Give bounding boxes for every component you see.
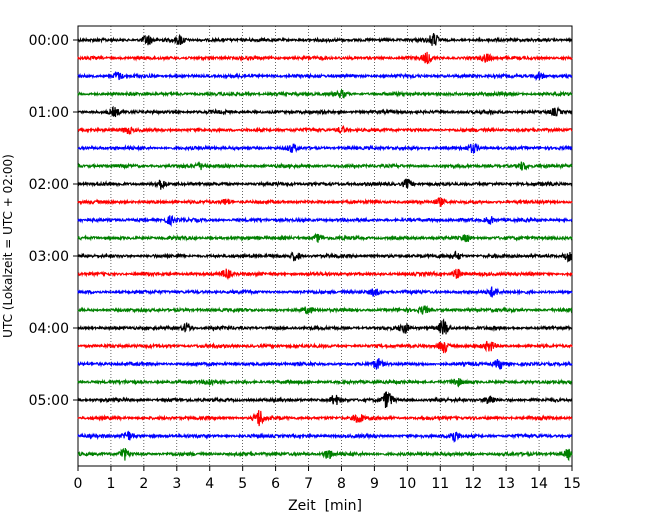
trace-0500 [77,391,573,408]
trace-0045 [77,88,573,99]
trace-0415 [77,340,573,354]
trace-0230 [77,214,573,228]
x-tick-label: 0 [74,476,83,492]
y-tick-label: 03:00 [29,249,69,265]
trace-0015 [77,51,573,65]
trace-0445 [77,377,573,388]
trace-0430 [77,358,573,371]
trace-0030 [77,70,573,82]
x-tick-label: 14 [530,476,548,492]
trace-0215 [77,197,573,208]
y-tick-label: 04:00 [29,321,69,337]
y-tick-label: 05:00 [29,393,69,409]
trace-0330 [77,286,573,298]
trace-0000 [77,32,573,46]
x-axis-ticks: 0 1 2 3 4 5 6 7 8 9 10 11 12 13 14 15 [74,466,581,492]
x-tick-label: 10 [398,476,416,492]
x-tick-label: 2 [139,476,148,492]
x-tick-label: 11 [431,476,449,492]
y-axis-ticks: 00:00 01:00 02:00 03:00 04:00 05:00 [29,33,78,409]
x-tick-label: 13 [497,476,515,492]
trace-0400 [77,318,573,335]
x-axis-label: Zeit [min] [288,498,362,514]
vertical-gridlines [110,26,540,466]
trace-0245 [77,232,573,243]
trace-0130 [77,143,573,155]
y-tick-label: 01:00 [29,105,69,121]
y-tick-label: 00:00 [29,33,69,49]
x-tick-label: 5 [238,476,247,492]
x-tick-label: 15 [563,476,581,492]
x-tick-label: 6 [271,476,280,492]
trace-0345 [77,305,573,315]
trace-0100 [77,105,573,118]
x-tick-label: 8 [337,476,346,492]
trace-0515 [77,410,573,427]
y-axis-label: UTC (Lokalzeit = UTC + 02:00) [1,154,15,338]
x-tick-label: 3 [172,476,181,492]
trace-0545 [77,447,573,462]
trace-0115 [77,124,573,136]
y-tick-label: 02:00 [29,177,69,193]
trace-0315 [77,268,573,281]
trace-0200 [77,178,573,190]
x-tick-label: 1 [106,476,115,492]
trace-0300 [77,250,573,263]
trace-0530 [77,430,573,443]
x-tick-label: 9 [370,476,379,492]
trace-0145 [77,161,573,171]
seismogram-traces [77,32,573,462]
x-tick-label: 7 [304,476,313,492]
x-tick-label: 4 [205,476,214,492]
x-tick-label: 12 [464,476,482,492]
plot-frame [77,25,573,467]
